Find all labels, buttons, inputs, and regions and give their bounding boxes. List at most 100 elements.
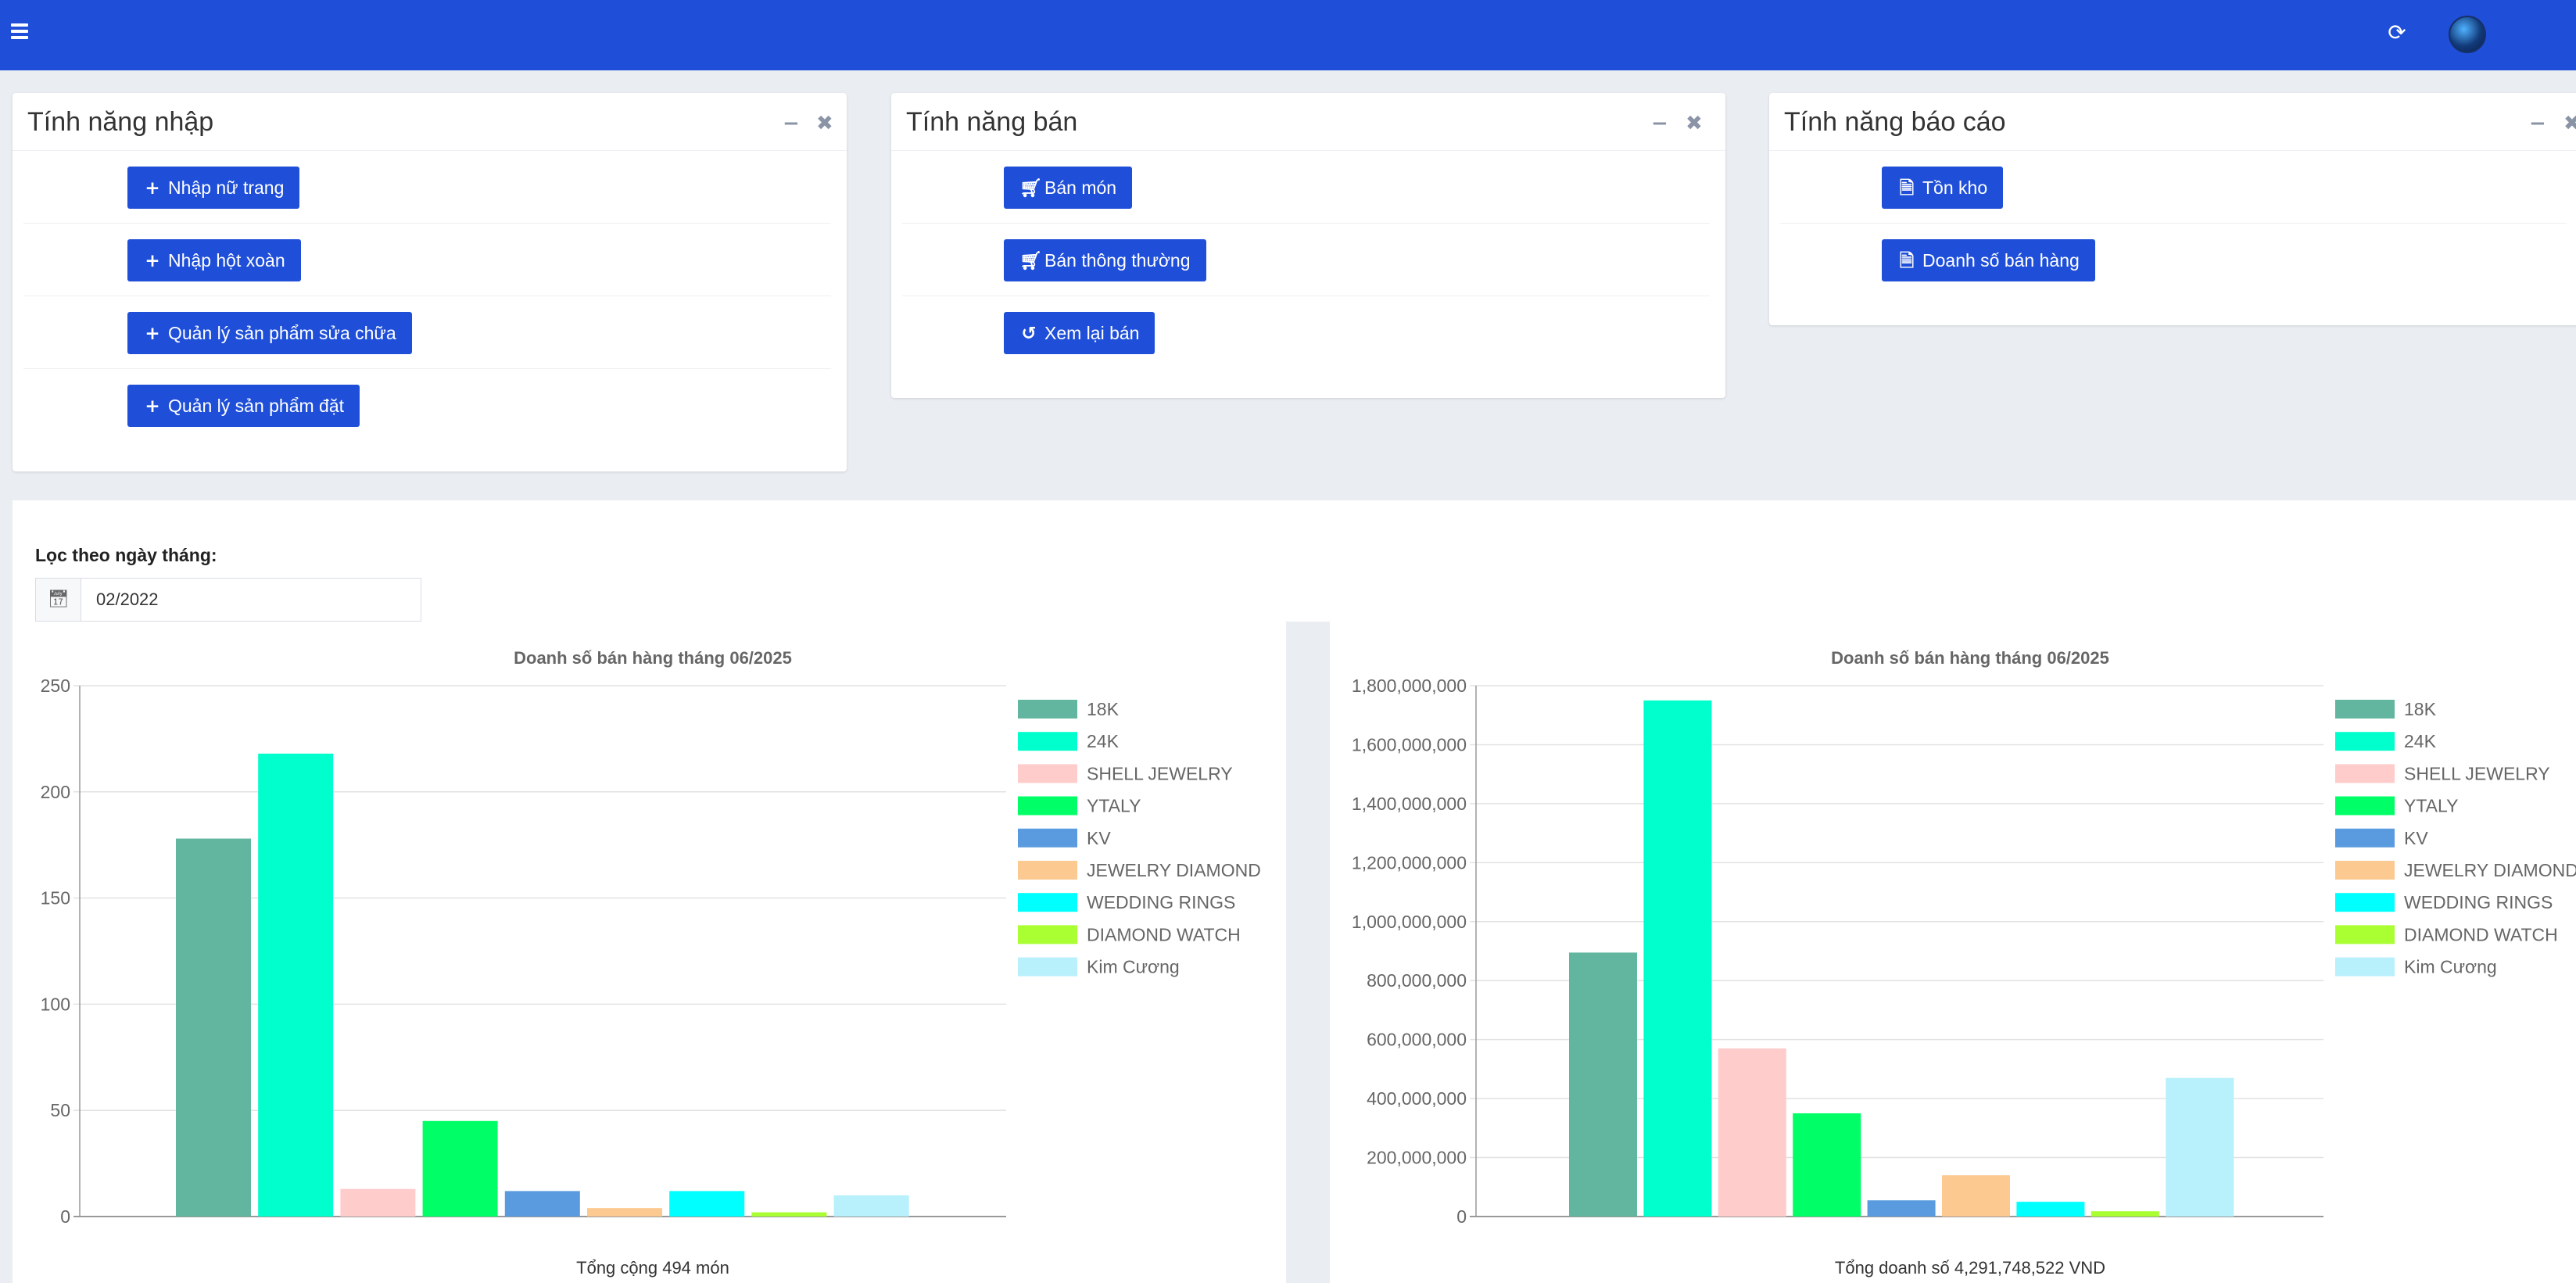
legend-label[interactable]: 18K bbox=[1087, 699, 1120, 719]
legend-label[interactable]: Kim Cương bbox=[1087, 957, 1180, 977]
legend-swatch bbox=[2335, 861, 2395, 880]
import-features-panel: Tính năng nhập − ✖ + Nhập nữ trang + Nhập … bbox=[13, 93, 847, 471]
bar[interactable] bbox=[1867, 1200, 1936, 1217]
bar[interactable] bbox=[2016, 1202, 2085, 1217]
y-tick-label: 800,000,000 bbox=[1367, 970, 1467, 991]
date-filter-label: Lọc theo ngày tháng: bbox=[35, 545, 217, 565]
minimize-icon[interactable]: − bbox=[783, 112, 800, 135]
y-tick-label: 600,000,000 bbox=[1367, 1030, 1467, 1050]
minimize-icon[interactable]: − bbox=[2529, 112, 2546, 135]
legend-label[interactable]: JEWELRY DIAMOND bbox=[2404, 860, 2576, 880]
legend-label[interactable]: DIAMOND WATCH bbox=[2404, 924, 2558, 944]
bar[interactable] bbox=[1718, 1048, 1786, 1217]
sell-item-button[interactable]: 🛒︎ Bán món bbox=[1004, 167, 1133, 209]
refresh-icon[interactable]: ⟳ bbox=[2388, 20, 2406, 45]
sales-report-button[interactable]: 🗎 Doanh số bán hàng bbox=[1882, 239, 2095, 281]
plus-icon: + bbox=[145, 178, 160, 199]
hamburger-icon[interactable] bbox=[11, 23, 28, 39]
plus-icon: + bbox=[145, 396, 160, 417]
report-features-panel: Tính năng báo cáo − ✖ 🗎 Tồn kho 🗎 Doanh số… bbox=[1769, 93, 2576, 325]
close-icon[interactable]: ✖ bbox=[1686, 112, 1703, 135]
y-tick-label: 0 bbox=[1456, 1206, 1467, 1227]
bar[interactable] bbox=[340, 1188, 416, 1217]
bar[interactable] bbox=[176, 838, 251, 1217]
history-icon: ↺ bbox=[1021, 324, 1037, 344]
legend-label[interactable]: 18K bbox=[2404, 699, 2437, 719]
legend-label[interactable]: Kim Cương bbox=[2404, 957, 2497, 977]
quantity-chart-footer: Tổng cộng 494 món bbox=[576, 1258, 729, 1278]
panel-header: Tính năng báo cáo − ✖ bbox=[1769, 93, 2576, 151]
bar[interactable] bbox=[751, 1212, 827, 1217]
y-tick-label: 1,800,000,000 bbox=[1352, 676, 1467, 696]
bar[interactable] bbox=[669, 1191, 745, 1217]
legend-label[interactable]: SHELL JEWELRY bbox=[1087, 763, 1233, 783]
y-tick-label: 50 bbox=[50, 1100, 70, 1120]
bar[interactable] bbox=[1569, 952, 1637, 1217]
close-icon[interactable]: ✖ bbox=[2563, 112, 2576, 135]
list-item: 🛒︎ Bán thông thường bbox=[902, 224, 1710, 296]
manage-repair-products-button[interactable]: + Quản lý sản phẩm sửa chữa bbox=[127, 312, 412, 354]
review-sales-button[interactable]: ↺ Xem lại bán bbox=[1004, 312, 1155, 354]
close-icon[interactable]: ✖ bbox=[816, 112, 833, 135]
list-item: ↺ Xem lại bán bbox=[902, 296, 1710, 369]
user-avatar[interactable] bbox=[2449, 16, 2486, 53]
legend-swatch bbox=[2335, 893, 2395, 912]
legend-swatch bbox=[1018, 925, 1077, 944]
top-navbar: ⟳ bbox=[0, 0, 2576, 70]
panel-title: Tính năng báo cáo bbox=[1784, 107, 2006, 137]
import-jewelry-button[interactable]: + Nhập nữ trang bbox=[127, 167, 300, 209]
bar[interactable] bbox=[504, 1191, 580, 1217]
legend-label[interactable]: SHELL JEWELRY bbox=[2404, 763, 2550, 783]
legend-swatch bbox=[2335, 925, 2395, 944]
bar[interactable] bbox=[1793, 1113, 1861, 1217]
legend-label[interactable]: WEDDING RINGS bbox=[1087, 892, 1235, 912]
legend-label[interactable]: YTALY bbox=[2404, 796, 2458, 816]
panel-header: Tính năng bán − ✖ bbox=[891, 93, 1725, 151]
legend-label[interactable]: JEWELRY DIAMOND bbox=[1087, 860, 1261, 880]
bar[interactable] bbox=[2166, 1077, 2234, 1217]
import-diamond-button[interactable]: + Nhập hột xoàn bbox=[127, 239, 301, 281]
legend-swatch bbox=[1018, 861, 1077, 880]
legend-swatch bbox=[1018, 957, 1077, 977]
legend-label[interactable]: KV bbox=[1087, 828, 1111, 848]
bar[interactable] bbox=[833, 1195, 909, 1217]
file-pdf-icon: 🗎 bbox=[1899, 178, 1915, 199]
regular-sale-button[interactable]: 🛒︎ Bán thông thường bbox=[1004, 239, 1206, 281]
legend-label[interactable]: DIAMOND WATCH bbox=[1087, 924, 1241, 944]
date-filter-input[interactable] bbox=[82, 579, 421, 621]
minimize-icon[interactable]: − bbox=[1651, 112, 1668, 135]
y-tick-label: 400,000,000 bbox=[1367, 1088, 1467, 1109]
inventory-report-button[interactable]: 🗎 Tồn kho bbox=[1882, 167, 2004, 209]
bar[interactable] bbox=[2091, 1211, 2159, 1217]
bar[interactable] bbox=[422, 1120, 498, 1217]
y-tick-label: 200,000,000 bbox=[1367, 1148, 1467, 1168]
legend-label[interactable]: WEDDING RINGS bbox=[2404, 892, 2553, 912]
y-tick-label: 0 bbox=[60, 1206, 70, 1227]
legend-label[interactable]: 24K bbox=[2404, 731, 2437, 751]
manage-ordered-products-button[interactable]: + Quản lý sản phẩm đặt bbox=[127, 385, 360, 427]
legend-swatch bbox=[1018, 732, 1077, 751]
y-tick-label: 1,400,000,000 bbox=[1352, 794, 1467, 814]
y-tick-label: 200 bbox=[41, 782, 70, 802]
y-tick-label: 1,600,000,000 bbox=[1352, 734, 1467, 754]
bar[interactable] bbox=[258, 753, 334, 1217]
list-item: + Quản lý sản phẩm sửa chữa bbox=[23, 296, 831, 369]
plus-icon: + bbox=[145, 251, 160, 271]
legend-label[interactable]: KV bbox=[2404, 828, 2428, 848]
chart-divider bbox=[1286, 622, 1330, 1283]
panel-title: Tính năng nhập bbox=[27, 107, 214, 137]
revenue-chart-footer: Tổng doanh số 4,291,748,522 VND bbox=[1834, 1258, 2106, 1278]
legend-label[interactable]: YTALY bbox=[1087, 796, 1141, 816]
file-pdf-icon: 🗎 bbox=[1899, 251, 1915, 271]
y-tick-label: 1,200,000,000 bbox=[1352, 852, 1467, 873]
bar[interactable] bbox=[1643, 700, 1712, 1217]
sales-features-panel: Tính năng bán − ✖ 🛒︎ Bán món 🛒︎ Bán thông … bbox=[891, 93, 1725, 398]
legend-swatch bbox=[1018, 764, 1077, 783]
legend-label[interactable]: 24K bbox=[1087, 731, 1120, 751]
calendar-icon[interactable]: 📅︎ bbox=[36, 579, 81, 621]
legend-swatch bbox=[2335, 764, 2395, 783]
bar[interactable] bbox=[1942, 1175, 2010, 1217]
bar[interactable] bbox=[587, 1208, 662, 1217]
